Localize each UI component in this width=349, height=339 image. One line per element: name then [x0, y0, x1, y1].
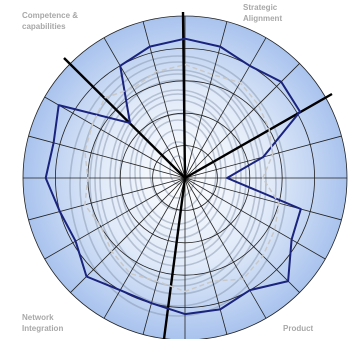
sector-label: Competence & — [22, 11, 78, 20]
spoke — [184, 177, 267, 319]
sector-label: Alignment — [243, 14, 282, 23]
sector-label: Network — [22, 313, 54, 322]
spoke — [184, 177, 326, 260]
spoke — [184, 177, 300, 293]
labels: Competence & capabilities Strategic Alignme… — [22, 3, 314, 333]
spoke — [103, 177, 186, 319]
divider — [63, 57, 186, 179]
spoke — [28, 177, 186, 221]
plot — [44, 37, 302, 316]
sector-label: Integration — [22, 324, 63, 333]
spoke — [70, 177, 186, 293]
spoke — [103, 37, 186, 179]
divider — [184, 92, 333, 180]
dividers — [63, 11, 333, 339]
spoke — [184, 177, 342, 221]
divider — [162, 177, 187, 339]
spoke — [142, 177, 186, 335]
sector-label: Strategic — [243, 3, 278, 12]
sector-label: Product — [283, 324, 314, 333]
series-line — [44, 37, 302, 316]
spoke — [184, 37, 267, 179]
spoke — [28, 135, 186, 179]
spoke — [44, 96, 186, 179]
spoke — [44, 177, 186, 260]
sector-label: capabilities — [22, 22, 66, 31]
series-line — [84, 63, 280, 293]
